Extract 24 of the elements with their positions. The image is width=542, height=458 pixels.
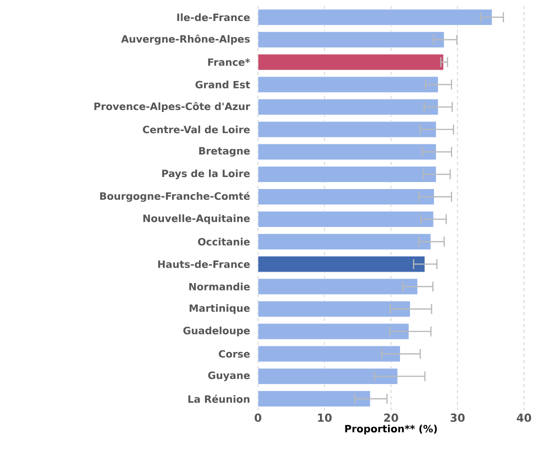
y-tick-label: Guyane: [208, 372, 250, 382]
y-tick-label: Grand Est: [195, 80, 250, 88]
x-tick-label: 10: [318, 414, 332, 422]
y-tick-label: Guadeloupe: [183, 326, 250, 336]
y-tick-label: France*: [208, 58, 250, 66]
y-tick-label: Centre-Val de Loire: [142, 126, 250, 134]
x-tick-label: 0: [254, 414, 262, 422]
y-tick-label: Bourgogne-Franche-Comté: [100, 192, 250, 202]
y-tick-label: Normandie: [189, 282, 250, 290]
y-tick-label: Nouvelle-Aquitaine: [143, 214, 250, 224]
x-axis-title: Proportion** (%): [345, 424, 437, 434]
y-tick-label: Hauts-de-France: [158, 260, 250, 268]
y-tick-label: Corse: [218, 350, 250, 358]
y-tick-label: Martinique: [190, 304, 250, 314]
y-tick-label: Occitanie: [198, 238, 250, 246]
y-tick-label: Auvergne-Rhône-Alpes: [121, 34, 250, 45]
x-tick-label: 30: [450, 414, 465, 422]
y-tick-label: Pays de la Loire: [162, 169, 250, 180]
y-tick-label: Bretagne: [199, 147, 250, 157]
y-tick-label: Ile-de-France: [177, 13, 250, 22]
x-tick-label: 20: [384, 414, 398, 422]
y-tick-label: Provence-Alpes-Côte d'Azur: [94, 102, 250, 112]
x-tick-label: 40: [516, 414, 532, 422]
y-tick-label: La Réunion: [188, 394, 250, 403]
